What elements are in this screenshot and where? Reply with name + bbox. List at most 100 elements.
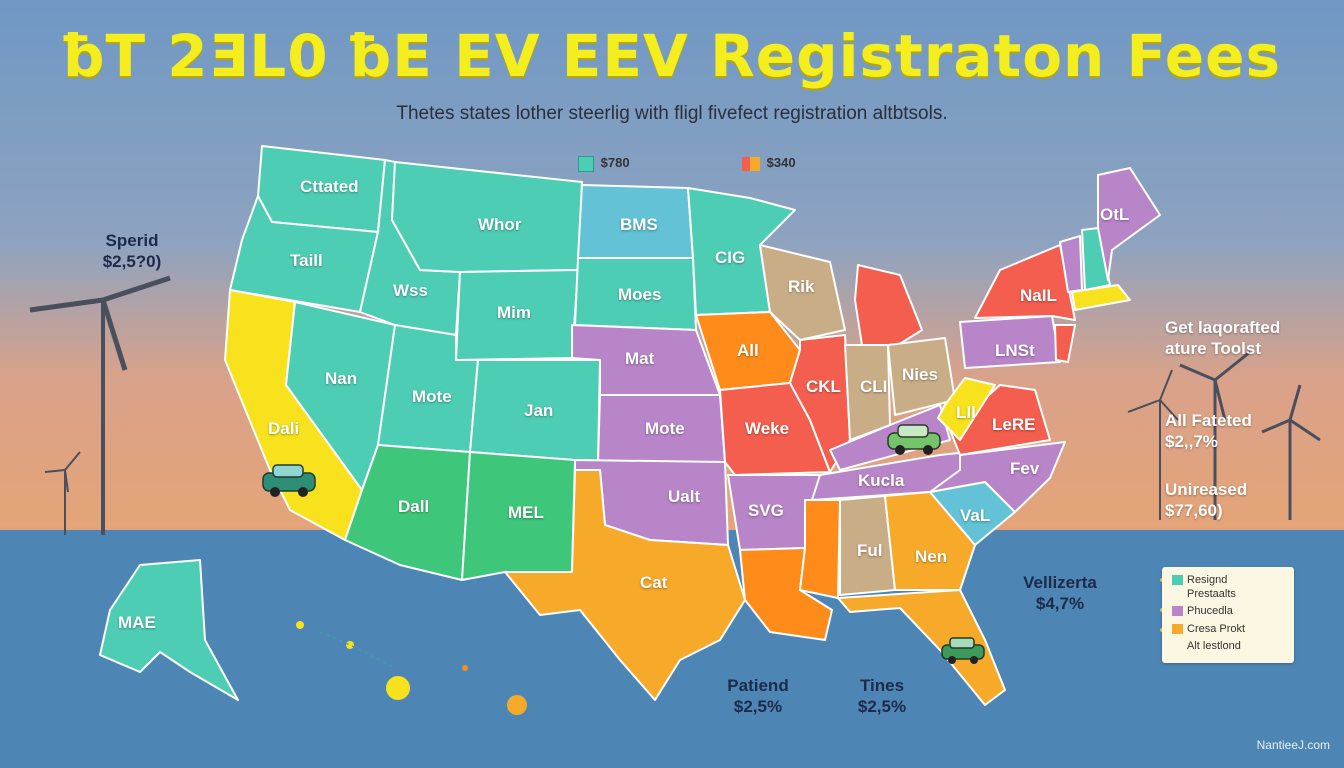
legend-item: Prestaalts: [1187, 588, 1236, 600]
callout-title: Vellizerta: [1023, 573, 1097, 592]
state-label-wy: Mim: [497, 303, 531, 322]
page-subtitle: Thetes states lother steerlig with fligl…: [396, 103, 948, 124]
wind-turbines: [29, 275, 1321, 535]
state-va: [949, 384, 1051, 456]
state-label-ia: All: [737, 341, 759, 360]
callout-value: $2,,7%: [1165, 432, 1218, 451]
electric-car-icon: [887, 424, 941, 455]
callout-value: $2,5%: [857, 697, 907, 716]
state-label-nd: BMS: [620, 215, 658, 234]
legend-item: Phucedla: [1172, 605, 1233, 617]
state-label-mt: Whor: [478, 215, 522, 234]
state-label-oh: Nies: [902, 365, 938, 384]
callout-title: Get laqorafted: [1165, 318, 1281, 337]
callout-title: Tines: [859, 676, 905, 695]
state-nj: [1054, 324, 1076, 363]
state-label-sd: Moes: [618, 285, 662, 304]
key-label: $780: [600, 155, 630, 170]
state-label-nv: Nan: [325, 369, 358, 388]
key-item: $780: [578, 155, 630, 172]
callout-value: $4,7%: [1035, 594, 1085, 613]
state-ms: [799, 499, 841, 599]
legend-swatch: [1172, 606, 1183, 617]
legend-swatch: [1172, 575, 1183, 586]
wind-turbine-icon: [1261, 384, 1321, 520]
callout-value: $2,5%: [733, 697, 783, 716]
state-label-mn: CIG: [715, 248, 746, 267]
wind-turbine-icon: [44, 451, 81, 535]
state-label-az: Dall: [398, 497, 430, 516]
key-label: $340: [766, 155, 796, 170]
key-swatch: [742, 156, 760, 171]
callout-tools: Get laqorafted ature Toolst: [1165, 317, 1280, 359]
state-wv: [937, 377, 996, 441]
state-label-ok: Ualt: [668, 487, 701, 506]
state-label-mo: Weke: [745, 419, 790, 438]
key-swatch: [578, 155, 594, 172]
state-label-nm: MEL: [508, 503, 544, 522]
callout-vellizerta: Vellizerta $4,7%: [1015, 572, 1105, 614]
callout-title: Sperid: [105, 231, 159, 250]
legend-label: Phucedla: [1187, 605, 1233, 617]
state-label-wa: Cttated: [300, 177, 359, 196]
state-label-nc: Fev: [1010, 459, 1040, 478]
state-label-va: LeRE: [992, 415, 1036, 434]
state-label-ks: Mote: [645, 419, 685, 438]
callout-affected: All Fateted $2,,7%: [1165, 410, 1252, 452]
state-ak: [99, 559, 239, 701]
wind-turbine-icon: [1179, 350, 1251, 520]
state-ma: [1071, 284, 1131, 311]
state-label-ar: SVG: [748, 501, 784, 520]
state-label-wi: Rik: [788, 277, 815, 296]
state-label-me: OtL: [1100, 205, 1130, 224]
state-label-tn: Kucla: [858, 471, 905, 490]
state-nc: [929, 441, 1066, 513]
legend-label: Alt lestlond: [1187, 640, 1241, 652]
state-pa: [959, 315, 1061, 369]
state-label-or: Taill: [290, 251, 323, 270]
legend-label: Resignd: [1187, 574, 1228, 586]
electric-car-icon: [941, 637, 985, 664]
state-label-ak: MAE: [118, 613, 156, 632]
legend-label: Cresa Prokt: [1187, 623, 1246, 635]
map-legend: Resignd Prestaalts Phucedla Cresa Prokt …: [1162, 567, 1294, 663]
state-label-co: Jan: [524, 401, 554, 420]
state-label-ut: Mote: [412, 387, 452, 406]
wind-turbine-icon: [1127, 369, 1179, 520]
state-label-ny: NaIL: [1020, 286, 1057, 305]
legend-label: Prestaalts: [1187, 588, 1236, 600]
state-label-sc: VaL: [960, 506, 991, 525]
state-label-pa: LNSt: [995, 341, 1035, 360]
state-me: [1097, 167, 1161, 281]
state-label-in: CLI: [860, 377, 888, 396]
callout-value: ature Toolst: [1165, 339, 1262, 358]
footer-credit: NantieeJ.com: [1256, 738, 1330, 752]
legend-item: Resignd: [1172, 574, 1227, 586]
islands: [296, 621, 527, 715]
state-wi: [759, 244, 846, 341]
callout-title: All Fateted: [1165, 411, 1252, 430]
page-title: ƀT 2ƎL0 ƀE EV EEV Registraton Fees: [62, 22, 1281, 90]
electric-car-icon: [262, 464, 316, 497]
callout-tines: Tines $2,5%: [842, 675, 922, 717]
callout-value: $77,60): [1165, 501, 1223, 520]
legend-item: Cresa Prokt: [1172, 623, 1245, 635]
state-tx: [504, 469, 746, 701]
us-map: [99, 145, 1161, 706]
state-label-ga: Nen: [915, 547, 948, 566]
legend-swatch: [1172, 624, 1183, 635]
callout-title: Patiend: [727, 676, 789, 695]
state-fl: [837, 589, 1006, 706]
state-label-il: CKL: [806, 377, 841, 396]
key-item: $340: [742, 155, 796, 171]
callout-patiend: Patiend $2,5%: [718, 675, 798, 717]
state-label-wv: Lll: [956, 403, 976, 422]
legend-item: Alt lestlond: [1187, 640, 1241, 652]
state-label-ne: Mat: [625, 349, 655, 368]
callout-title: Unireased: [1165, 480, 1248, 499]
state-label-ca: Dali: [268, 419, 300, 438]
state-ga: [884, 491, 976, 591]
state-label-al: Ful: [857, 541, 883, 560]
state-label-id: Wss: [393, 281, 428, 300]
